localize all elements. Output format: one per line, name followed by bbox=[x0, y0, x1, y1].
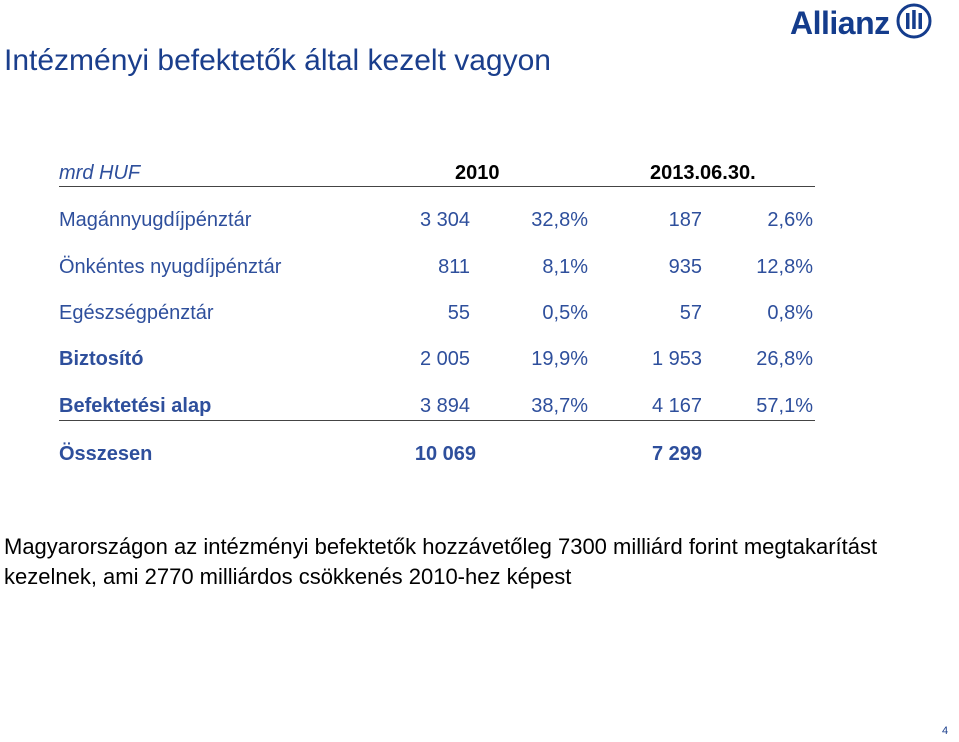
total-rule bbox=[59, 420, 815, 421]
total-value-2013: 7 299 bbox=[651, 443, 702, 465]
row-value-2013: 935 bbox=[668, 256, 702, 278]
row-value-2013: 187 bbox=[668, 209, 702, 231]
row-value-2010: 3 304 bbox=[419, 209, 470, 231]
row-name: Önkéntes nyugdíjpénztár bbox=[59, 256, 282, 278]
row-name: Biztosító bbox=[59, 348, 144, 370]
slide-title: Intézményi befektetők által kezelt vagyo… bbox=[4, 44, 551, 77]
header-rule bbox=[59, 186, 815, 187]
unit-label: mrd HUF bbox=[59, 162, 141, 184]
row-value-2010: 55 bbox=[447, 302, 470, 324]
row-value-2013: 1 953 bbox=[651, 348, 702, 370]
summary-text: Magyarországon az intézményi befektetők … bbox=[4, 534, 878, 589]
total-label: Összesen bbox=[59, 443, 153, 465]
page-number: 4 bbox=[942, 725, 949, 737]
row-share-2013: 57,1% bbox=[756, 395, 813, 417]
logo-wordmark: Allianz bbox=[790, 5, 890, 41]
allianz-logo: Allianz bbox=[790, 2, 955, 44]
row-share-2010: 19,9% bbox=[531, 348, 588, 370]
row-share-2013: 0,8% bbox=[767, 302, 813, 324]
row-share-2013: 12,8% bbox=[756, 256, 813, 278]
assets-table: mrd HUF 2010 2013.06.30. Magánnyugdíjpén… bbox=[59, 162, 815, 465]
row-share-2010: 8,1% bbox=[542, 256, 588, 278]
row-share-2013: 2,6% bbox=[767, 209, 813, 231]
row-name: Magánnyugdíjpénztár bbox=[59, 209, 252, 231]
row-share-2010: 0,5% bbox=[542, 302, 588, 324]
row-value-2013: 57 bbox=[679, 302, 702, 324]
row-value-2013: 4 167 bbox=[651, 395, 702, 417]
row-share-2013: 26,8% bbox=[756, 348, 813, 370]
row-value-2010: 811 bbox=[438, 256, 470, 278]
allianz-eagle-icon bbox=[896, 3, 932, 44]
row-value-2010: 3 894 bbox=[419, 395, 470, 417]
row-name: Egészségpénztár bbox=[59, 302, 214, 324]
header-year-1: 2010 bbox=[455, 162, 500, 184]
total-value-2010: 10 069 bbox=[414, 443, 476, 465]
row-share-2010: 38,7% bbox=[531, 395, 588, 417]
header-year-2: 2013.06.30. bbox=[650, 162, 756, 184]
row-share-2010: 32,8% bbox=[531, 209, 588, 231]
row-name: Befektetési alap bbox=[59, 395, 212, 417]
row-value-2010: 2 005 bbox=[419, 348, 470, 370]
